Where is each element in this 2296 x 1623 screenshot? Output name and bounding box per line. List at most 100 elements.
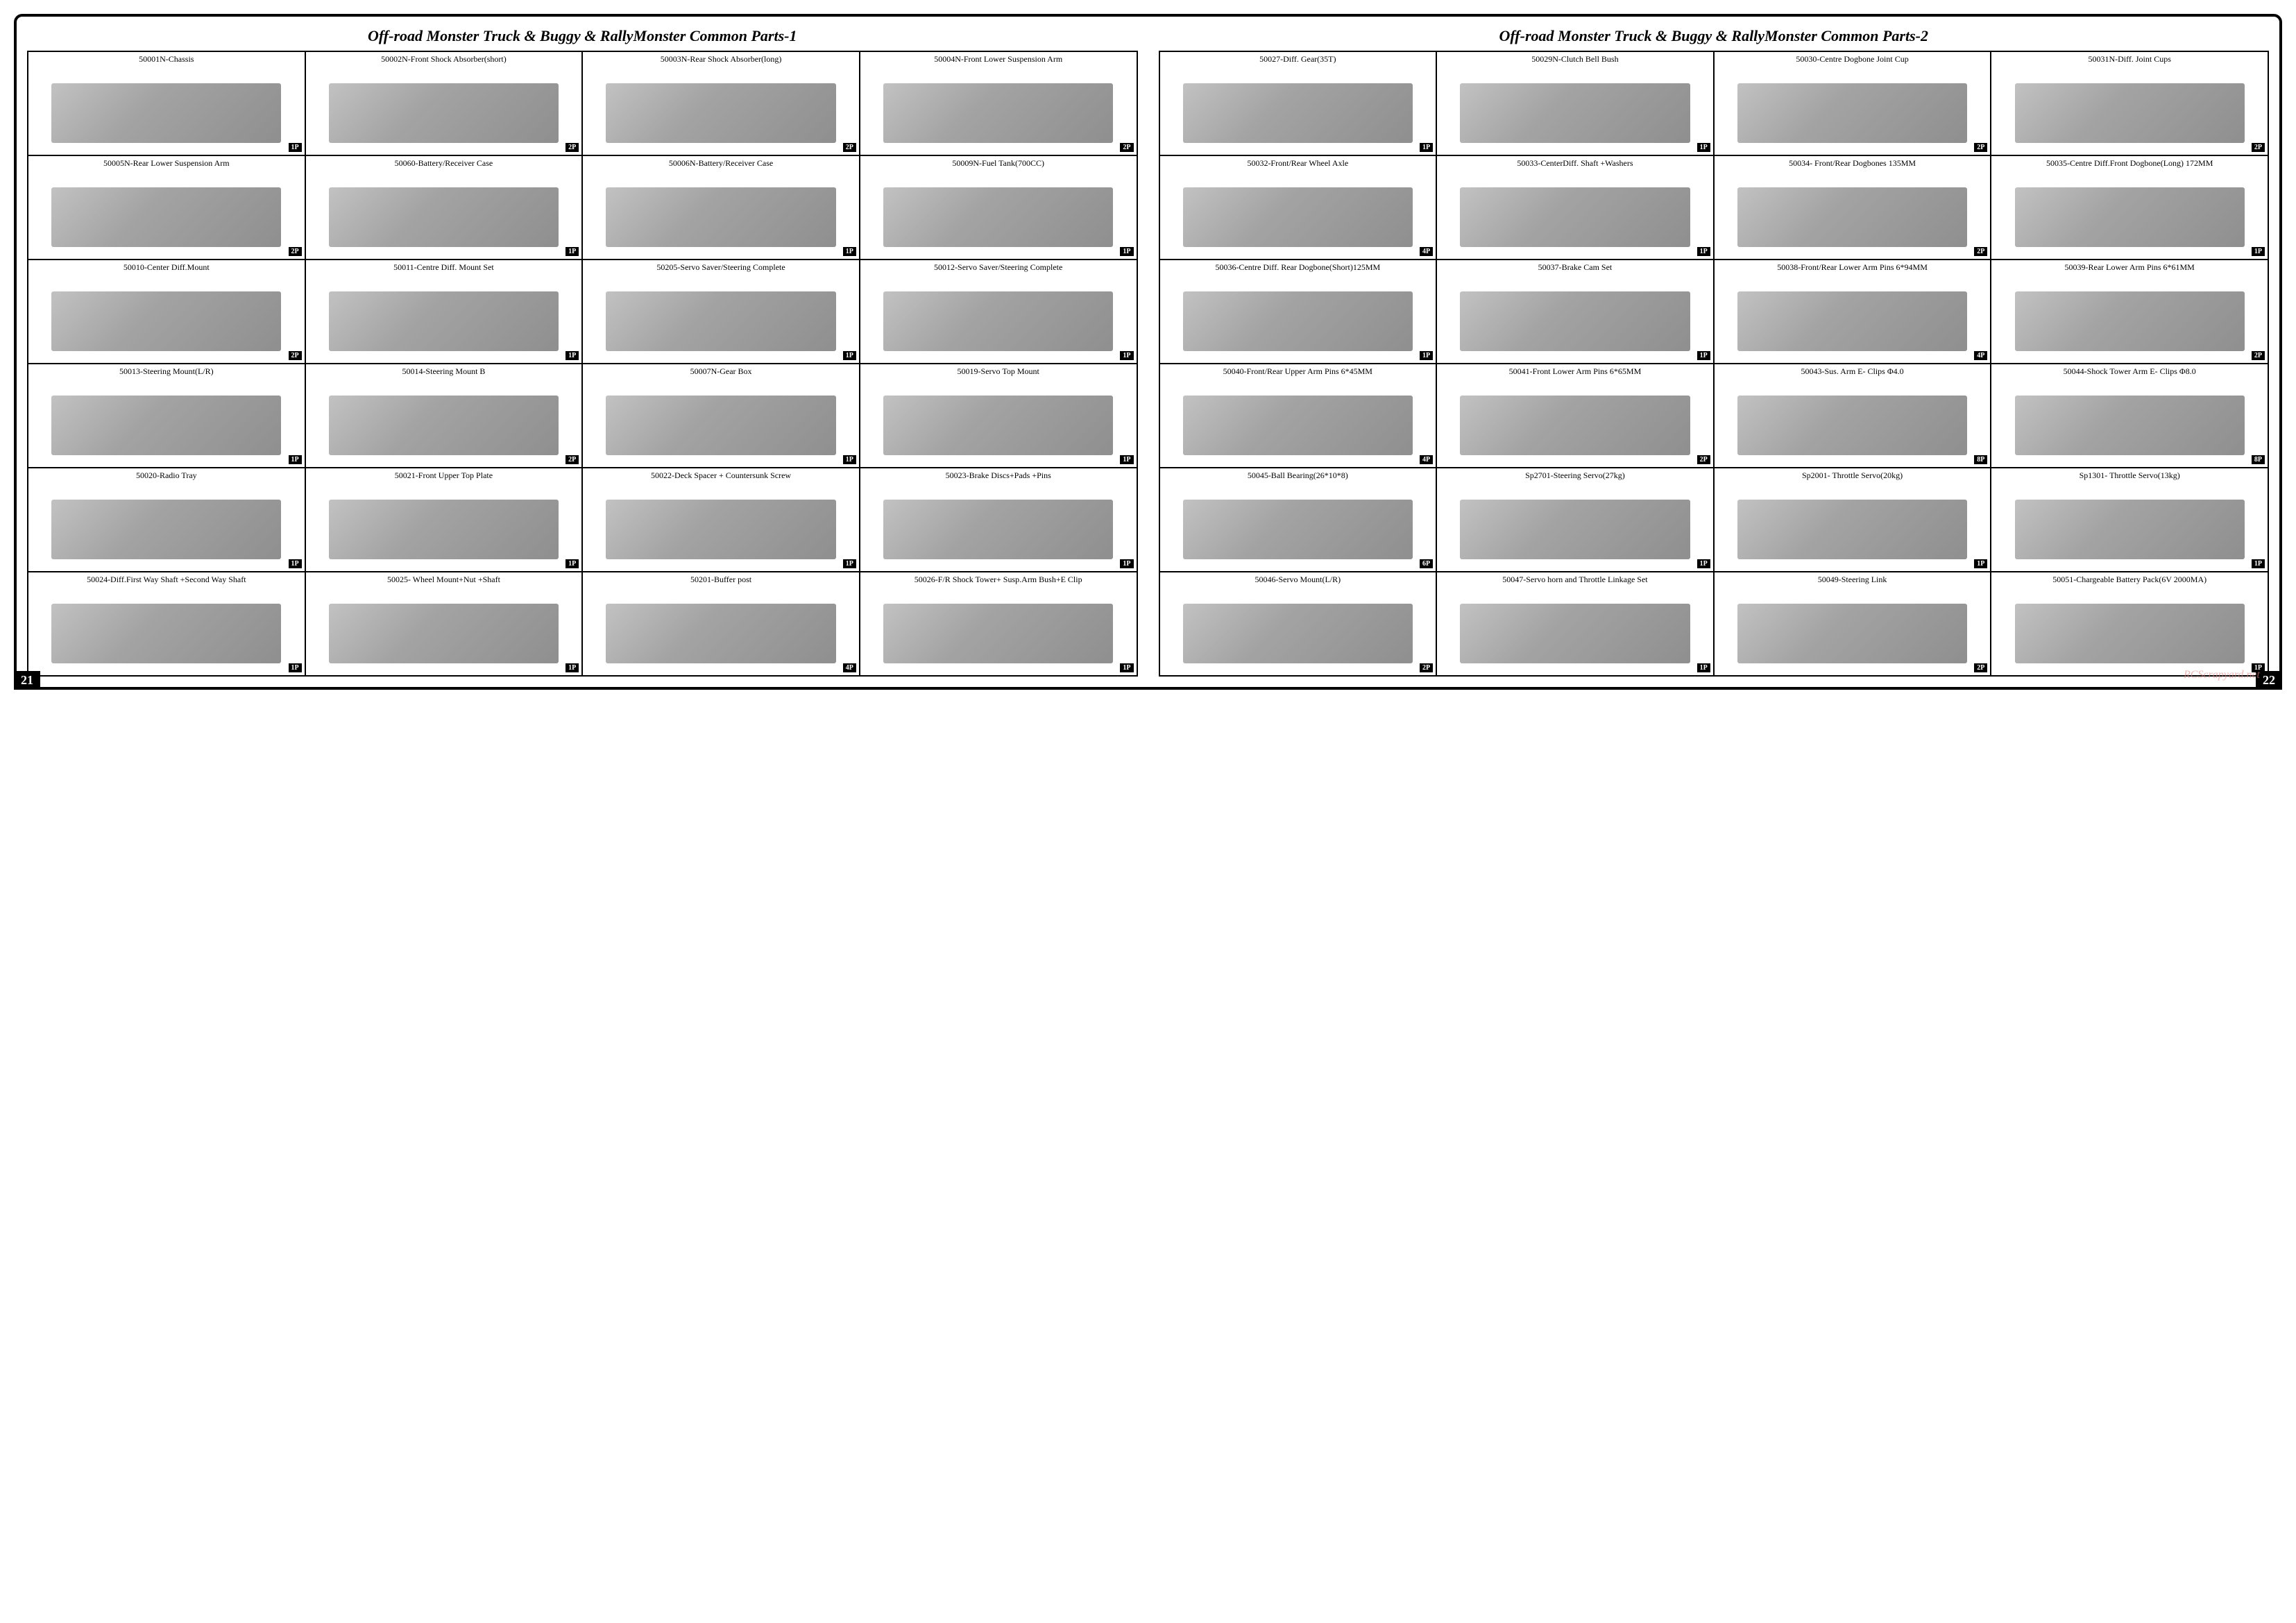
qty-badge: 2P [1974, 247, 1987, 256]
part-placeholder-icon [2015, 187, 2245, 247]
part-label: 50022-Deck Spacer + Countersunk Screw [586, 470, 856, 490]
part-label: 50049-Steering Link [1717, 575, 1988, 594]
qty-badge: 1P [289, 663, 302, 672]
part-label: 50034- Front/Rear Dogbones 135MM [1717, 158, 1988, 178]
watermark: RCScrapyard.net [2184, 669, 2260, 681]
part-label: 50031N-Diff. Joint Cups [1994, 54, 2265, 74]
part-cell: 50021-Front Upper Top Plate1P [305, 468, 583, 572]
part-label: 50006N-Battery/Receiver Case [586, 158, 856, 178]
qty-badge: 1P [1120, 351, 1133, 360]
qty-badge: 1P [2252, 559, 2265, 568]
part-image [1994, 490, 2265, 569]
part-cell: 50043-Sus. Arm E- Clips Φ4.08P [1714, 364, 1991, 468]
part-image [1994, 386, 2265, 465]
part-image [1440, 178, 1710, 257]
part-placeholder-icon [1183, 291, 1413, 351]
part-label: 50039-Rear Lower Arm Pins 6*61MM [1994, 262, 2265, 282]
qty-badge: 2P [2252, 143, 2265, 152]
part-placeholder-icon [883, 604, 1113, 663]
part-cell: 50035-Centre Diff.Front Dogbone(Long) 17… [1991, 155, 2268, 260]
qty-badge: 4P [1420, 455, 1433, 464]
part-cell: 50047-Servo horn and Throttle Linkage Se… [1436, 572, 1714, 676]
part-label: 50012-Servo Saver/Steering Complete [863, 262, 1134, 282]
part-label: 50035-Centre Diff.Front Dogbone(Long) 17… [1994, 158, 2265, 178]
part-placeholder-icon [1737, 291, 1967, 351]
part-placeholder-icon [883, 83, 1113, 143]
part-label: 50026-F/R Shock Tower+ Susp.Arm Bush+E C… [863, 575, 1134, 594]
part-image [1163, 594, 1434, 673]
part-image [1717, 178, 1988, 257]
part-label: 50025- Wheel Mount+Nut +Shaft [309, 575, 579, 594]
part-cell: Sp2701-Steering Servo(27kg)1P [1436, 468, 1714, 572]
part-placeholder-icon [51, 396, 281, 455]
part-image [863, 490, 1134, 569]
part-placeholder-icon [606, 83, 835, 143]
part-placeholder-icon [329, 83, 559, 143]
part-label: 50001N-Chassis [31, 54, 302, 74]
part-label: 50046-Servo Mount(L/R) [1163, 575, 1434, 594]
part-label: 50024-Diff.First Way Shaft +Second Way S… [31, 575, 302, 594]
part-placeholder-icon [2015, 604, 2245, 663]
qty-badge: 1P [1974, 559, 1987, 568]
part-placeholder-icon [1460, 187, 1690, 247]
part-placeholder-icon [51, 291, 281, 351]
part-label: 50020-Radio Tray [31, 470, 302, 490]
part-cell: 50033-CenterDiff. Shaft +Washers 1P [1436, 155, 1714, 260]
part-label: 50036-Centre Diff. Rear Dogbone(Short)12… [1163, 262, 1434, 282]
qty-badge: 2P [843, 143, 856, 152]
part-placeholder-icon [51, 83, 281, 143]
part-image [1163, 282, 1434, 361]
part-label: Sp2001- Throttle Servo(20kg) [1717, 470, 1988, 490]
part-label: 50040-Front/Rear Upper Arm Pins 6*45MM [1163, 366, 1434, 386]
part-image [863, 594, 1134, 673]
part-label: 50037-Brake Cam Set [1440, 262, 1710, 282]
part-cell: 50012-Servo Saver/Steering Complete 1P [860, 260, 1137, 364]
part-cell: 50019-Servo Top Mount1P [860, 364, 1137, 468]
part-cell: 50205-Servo Saver/Steering Complete1P [582, 260, 860, 364]
part-placeholder-icon [1183, 500, 1413, 559]
part-placeholder-icon [1460, 83, 1690, 143]
qty-badge: 2P [2252, 351, 2265, 360]
part-image [1994, 282, 2265, 361]
part-cell: 50040-Front/Rear Upper Arm Pins 6*45MM 4P [1159, 364, 1437, 468]
part-placeholder-icon [1183, 604, 1413, 663]
part-cell: 50024-Diff.First Way Shaft +Second Way S… [28, 572, 305, 676]
part-label: 50009N-Fuel Tank(700CC) [863, 158, 1134, 178]
part-cell: 50005N-Rear Lower Suspension Arm2P [28, 155, 305, 260]
part-placeholder-icon [606, 291, 835, 351]
left-page-title: Off-road Monster Truck & Buggy & RallyMo… [27, 27, 1138, 45]
part-image [863, 178, 1134, 257]
qty-badge: 1P [1697, 247, 1710, 256]
qty-badge: 1P [843, 559, 856, 568]
right-page-title: Off-road Monster Truck & Buggy & RallyMo… [1159, 27, 2270, 45]
part-label: 50051-Chargeable Battery Pack(6V 2000MA) [1994, 575, 2265, 594]
qty-badge: 1P [566, 663, 579, 672]
part-cell: 50002N-Front Shock Absorber(short)2P [305, 51, 583, 155]
page-number-left: 21 [14, 671, 40, 690]
part-label: 50029N-Clutch Bell Bush [1440, 54, 1710, 74]
part-placeholder-icon [1460, 604, 1690, 663]
part-label: 50007N-Gear Box [586, 366, 856, 386]
part-image [31, 386, 302, 465]
part-label: 50010-Center Diff.Mount [31, 262, 302, 282]
part-cell: 50009N-Fuel Tank(700CC)1P [860, 155, 1137, 260]
qty-badge: 2P [566, 143, 579, 152]
part-image [309, 178, 579, 257]
part-cell: 50031N-Diff. Joint Cups 2P [1991, 51, 2268, 155]
part-label: 50033-CenterDiff. Shaft +Washers [1440, 158, 1710, 178]
qty-badge: 1P [289, 455, 302, 464]
part-placeholder-icon [329, 291, 559, 351]
qty-badge: 1P [843, 351, 856, 360]
part-label: 50030-Centre Dogbone Joint Cup [1717, 54, 1988, 74]
part-placeholder-icon [329, 500, 559, 559]
qty-badge: 1P [1697, 663, 1710, 672]
part-image [309, 282, 579, 361]
part-placeholder-icon [883, 291, 1113, 351]
qty-badge: 1P [566, 559, 579, 568]
qty-badge: 1P [1420, 351, 1433, 360]
part-image [586, 490, 856, 569]
qty-badge: 1P [289, 559, 302, 568]
part-cell: 50046-Servo Mount(L/R)2P [1159, 572, 1437, 676]
part-placeholder-icon [883, 500, 1113, 559]
right-parts-grid: 50027-Diff. Gear(35T)1P50029N-Clutch Bel… [1159, 51, 2270, 677]
